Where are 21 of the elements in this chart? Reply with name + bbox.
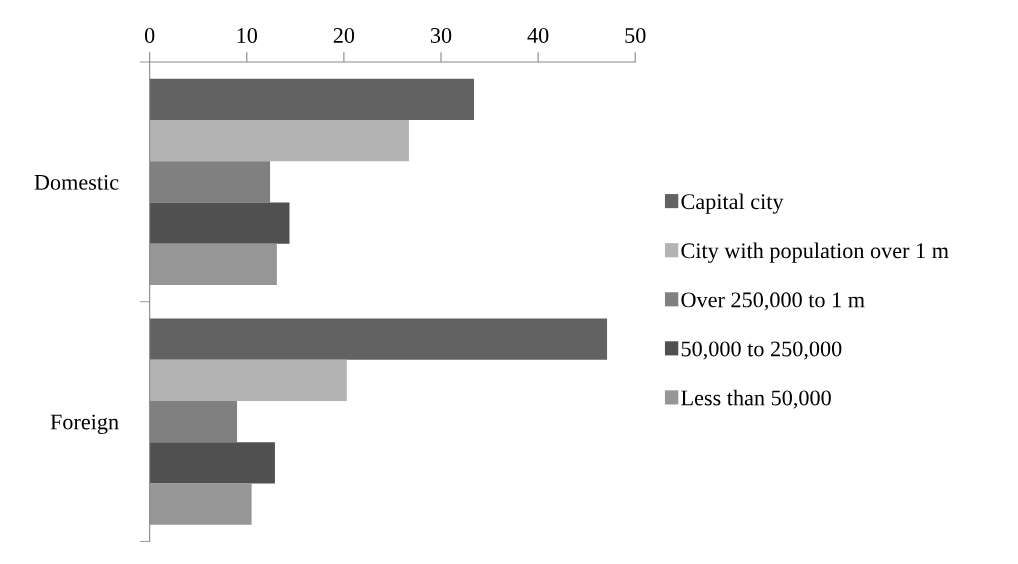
legend-label: Capital city — [681, 193, 784, 214]
legend-label: Less than 50,000 — [681, 389, 831, 409]
bar — [149, 243, 277, 285]
bar — [149, 359, 347, 401]
legend-label: 50,000 to 250,000 — [681, 341, 842, 360]
y-tick-label: Domestic — [34, 174, 119, 190]
y-tick-label: Foreign — [50, 414, 119, 435]
x-tick-label: 20 — [333, 27, 355, 43]
x-tick-label: 50 — [625, 27, 646, 43]
bar — [149, 78, 475, 121]
legend-label: City with population over 1 m — [681, 242, 949, 263]
legend-label: Over 250,000 to 1 m — [681, 292, 865, 311]
bar — [149, 483, 252, 525]
x-tick-label: 30 — [430, 27, 452, 43]
bar — [149, 442, 275, 484]
x-tick-label: 0 — [144, 27, 155, 43]
bar — [149, 318, 608, 360]
x-tick-label: 10 — [237, 27, 258, 43]
x-tick-label: 40 — [527, 27, 549, 43]
bar — [149, 202, 290, 244]
bar — [149, 120, 409, 162]
